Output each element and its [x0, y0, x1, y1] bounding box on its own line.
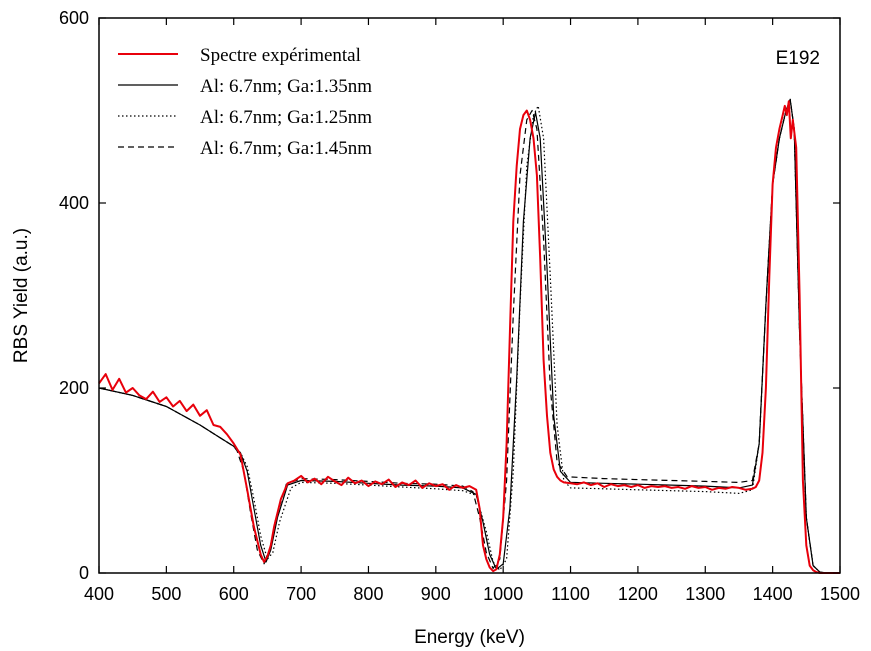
legend-label-fit-1-45: Al: 6.7nm; Ga:1.45nm	[200, 138, 372, 159]
series-line-3	[98, 98, 840, 574]
legend-label-fit-1-25: Al: 6.7nm; Ga:1.25nm	[200, 107, 372, 128]
series-line-0	[98, 100, 840, 574]
legend: Spectre expérimental Al: 6.7nm; Ga:1.35n…	[118, 45, 372, 159]
x-tick-label: 1500	[820, 584, 860, 604]
x-tick-label: 1300	[685, 584, 725, 604]
ticks-layer	[98, 17, 841, 574]
y-tick-label: 600	[59, 8, 89, 28]
x-tick-label: 900	[421, 584, 451, 604]
y-axis-title: RBS Yield (a.u.)	[11, 228, 32, 363]
series-layer	[98, 98, 840, 574]
x-tick-label: 700	[286, 584, 316, 604]
legend-label-fit-1-35: Al: 6.7nm; Ga:1.35nm	[200, 76, 372, 97]
x-tick-label: 1000	[483, 584, 523, 604]
plot-frame	[98, 17, 841, 574]
legend-entry-fit-1-45: Al: 6.7nm; Ga:1.45nm	[118, 138, 372, 159]
x-tick-label: 1100	[551, 584, 590, 604]
x-tick-label: 400	[84, 584, 114, 604]
x-tick-label: 1400	[753, 584, 793, 604]
series-line-1	[98, 98, 840, 574]
x-tick-label: 1200	[618, 584, 658, 604]
legend-entry-fit-1-25: Al: 6.7nm; Ga:1.25nm	[118, 107, 372, 128]
series-line-2	[98, 98, 840, 574]
sample-label: E192	[776, 48, 820, 69]
legend-label-experimental: Spectre expérimental	[200, 45, 361, 66]
y-tick-label: 200	[59, 378, 89, 398]
y-tick-label: 0	[79, 563, 89, 583]
tick-labels: 400 500 600 700 800 900 1000 1100 1200 1300 1400 15…	[59, 8, 860, 604]
y-tick-label: 400	[59, 193, 89, 213]
x-tick-label: 800	[353, 584, 383, 604]
x-tick-label: 600	[219, 584, 249, 604]
legend-entry-experimental: Spectre expérimental	[118, 45, 361, 66]
x-tick-label: 500	[151, 584, 181, 604]
x-axis-title: Energy (keV)	[414, 627, 525, 648]
legend-entry-fit-1-35: Al: 6.7nm; Ga:1.35nm	[118, 76, 372, 97]
